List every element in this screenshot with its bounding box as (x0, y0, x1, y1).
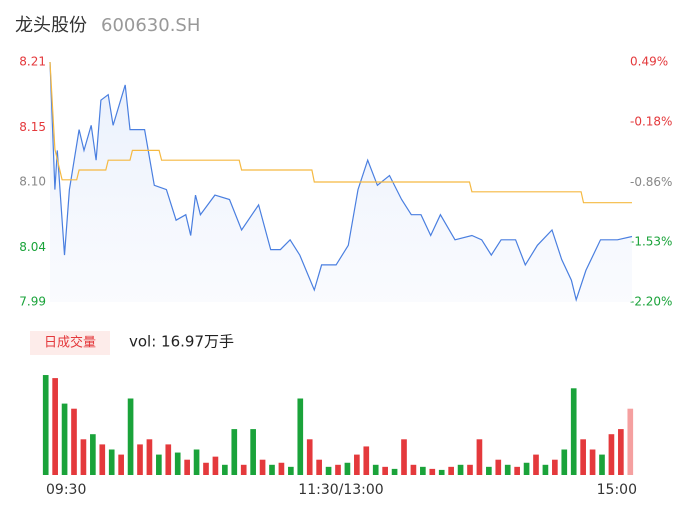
volume-bar (552, 459, 558, 475)
volume-bar (99, 444, 106, 475)
volume-bar (420, 466, 426, 475)
volume-bar (344, 462, 351, 475)
volume-bar (363, 446, 370, 475)
volume-bar (429, 468, 436, 475)
volume-bar (297, 398, 304, 475)
legend-box (30, 331, 110, 355)
volume-bar (514, 466, 520, 475)
volume-bar (222, 464, 228, 475)
volume-bar (467, 464, 473, 475)
volume-bar (71, 408, 77, 475)
volume-bar (137, 444, 143, 475)
volume-bar (269, 464, 275, 475)
volume-bar (306, 439, 313, 475)
volume-bar (127, 398, 134, 475)
volume-bar (618, 429, 624, 475)
volume-bar (184, 459, 190, 475)
volume-note: vol: 16.97万手 (129, 333, 234, 351)
stock-name: 龙头股份 (15, 15, 87, 36)
volume-bar (118, 454, 124, 475)
volume-bar (212, 456, 219, 475)
volume-bar (146, 439, 153, 475)
volume-bar (372, 464, 379, 475)
volume-bar (401, 439, 407, 475)
volume-bar (589, 449, 596, 475)
price-area (50, 62, 632, 302)
volume-bar (580, 439, 586, 475)
y2-tick-label: -1.53% (630, 235, 672, 249)
volume-bar (561, 449, 568, 475)
y-tick-label: 8.21 (19, 55, 46, 69)
volume-bar (448, 466, 454, 475)
volume-bar (599, 454, 605, 475)
volume-bar (231, 429, 238, 475)
volume-bar (165, 444, 172, 475)
volume-bar (325, 466, 332, 475)
y2-tick-label: -0.86% (630, 175, 672, 189)
legend-label: 日成交量 (44, 335, 96, 351)
y-tick-label: 8.10 (19, 175, 46, 189)
volume-bar (288, 466, 294, 475)
volume-bar (278, 462, 285, 475)
volume-bar (174, 452, 181, 475)
volume-bar (523, 462, 530, 475)
volume-bar (42, 375, 49, 475)
average-line (49, 61, 632, 204)
volume-bar (90, 434, 96, 475)
x-tick-label: 09:30 (46, 482, 86, 498)
volume-bar (52, 378, 58, 475)
volume-bar (504, 464, 511, 475)
volume-bar (438, 469, 445, 475)
volume-bar (61, 403, 68, 475)
volume-bar (410, 464, 417, 475)
volume-bar (457, 464, 464, 475)
volume-bar (156, 454, 162, 475)
y-tick-label: 8.04 (19, 240, 46, 254)
volume-bar (486, 466, 492, 475)
volume-bar (250, 429, 256, 475)
x-tick-label: 15:00 (597, 482, 637, 498)
volume-bar (391, 468, 398, 475)
y-tick-label: 7.99 (19, 295, 46, 309)
stock-code: 600630.SH (101, 15, 200, 36)
volume-bar (354, 454, 360, 475)
volume-bar (382, 466, 388, 475)
volume-bar (240, 464, 247, 475)
y2-tick-label: -2.20% (630, 295, 672, 309)
volume-bar (193, 449, 200, 475)
volume-bar (203, 462, 209, 475)
y-tick-label: 8.15 (19, 120, 46, 134)
volume-bar (476, 439, 483, 475)
volume-bar (335, 464, 341, 475)
price-line (49, 61, 633, 302)
x-tick-label: 11:30/13:00 (298, 482, 383, 498)
volume-bar (259, 459, 266, 475)
volume-bar (533, 454, 539, 475)
volume-bar (570, 388, 577, 475)
volume-bar (316, 459, 322, 475)
volume-bar (495, 459, 502, 475)
volume-bar (80, 439, 87, 475)
volume-bar (542, 464, 549, 475)
volume-bar (608, 434, 615, 475)
y2-tick-label: -0.18% (630, 114, 672, 128)
volume-bar (108, 449, 115, 475)
y2-tick-label: 0.49% (630, 55, 668, 69)
volume-bar (627, 408, 634, 475)
